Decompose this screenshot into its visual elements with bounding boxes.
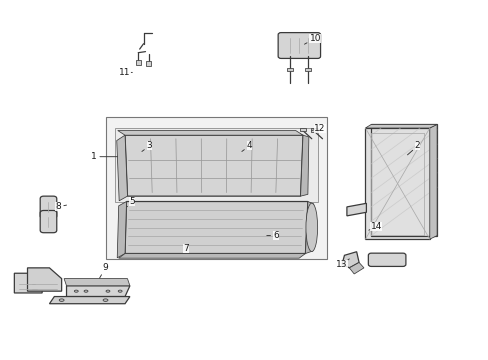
Ellipse shape bbox=[84, 290, 88, 292]
Text: 11: 11 bbox=[119, 68, 132, 77]
Polygon shape bbox=[27, 268, 61, 291]
Polygon shape bbox=[14, 273, 42, 293]
Text: 2: 2 bbox=[407, 141, 420, 155]
Ellipse shape bbox=[103, 299, 108, 301]
Polygon shape bbox=[49, 297, 130, 304]
Text: 13: 13 bbox=[336, 259, 348, 269]
Polygon shape bbox=[117, 135, 127, 201]
FancyBboxPatch shape bbox=[278, 33, 320, 58]
Bar bbox=[115, 128, 317, 202]
Polygon shape bbox=[365, 128, 429, 239]
Text: 8: 8 bbox=[55, 202, 66, 211]
Polygon shape bbox=[117, 202, 126, 258]
Bar bbox=[300, 128, 305, 131]
Polygon shape bbox=[365, 125, 436, 128]
Text: 9: 9 bbox=[100, 264, 108, 278]
Polygon shape bbox=[300, 135, 308, 196]
Text: 12: 12 bbox=[311, 123, 325, 132]
Polygon shape bbox=[119, 253, 305, 258]
Polygon shape bbox=[66, 286, 130, 297]
Bar bbox=[305, 68, 310, 71]
Polygon shape bbox=[348, 262, 363, 274]
Polygon shape bbox=[64, 279, 130, 286]
Bar bbox=[310, 128, 316, 132]
Bar bbox=[105, 117, 327, 259]
Ellipse shape bbox=[59, 299, 64, 301]
Text: 1: 1 bbox=[91, 152, 117, 161]
Ellipse shape bbox=[118, 290, 122, 292]
Text: 14: 14 bbox=[368, 222, 381, 231]
Text: 5: 5 bbox=[127, 197, 135, 207]
Polygon shape bbox=[341, 252, 358, 268]
FancyBboxPatch shape bbox=[40, 196, 57, 219]
Polygon shape bbox=[305, 202, 313, 253]
Polygon shape bbox=[429, 125, 436, 239]
Polygon shape bbox=[346, 203, 366, 216]
FancyBboxPatch shape bbox=[367, 253, 405, 266]
FancyBboxPatch shape bbox=[40, 211, 57, 233]
Ellipse shape bbox=[305, 203, 317, 252]
Ellipse shape bbox=[74, 290, 78, 292]
Polygon shape bbox=[118, 131, 303, 135]
Text: 4: 4 bbox=[242, 141, 252, 152]
Text: 3: 3 bbox=[142, 141, 152, 152]
Polygon shape bbox=[125, 202, 307, 253]
Polygon shape bbox=[125, 135, 303, 196]
Text: 10: 10 bbox=[304, 34, 320, 44]
Bar bbox=[286, 68, 292, 71]
Ellipse shape bbox=[106, 290, 110, 292]
Text: 6: 6 bbox=[266, 231, 279, 240]
Bar bbox=[145, 61, 151, 66]
Text: 7: 7 bbox=[183, 244, 188, 253]
Bar bbox=[136, 60, 141, 65]
